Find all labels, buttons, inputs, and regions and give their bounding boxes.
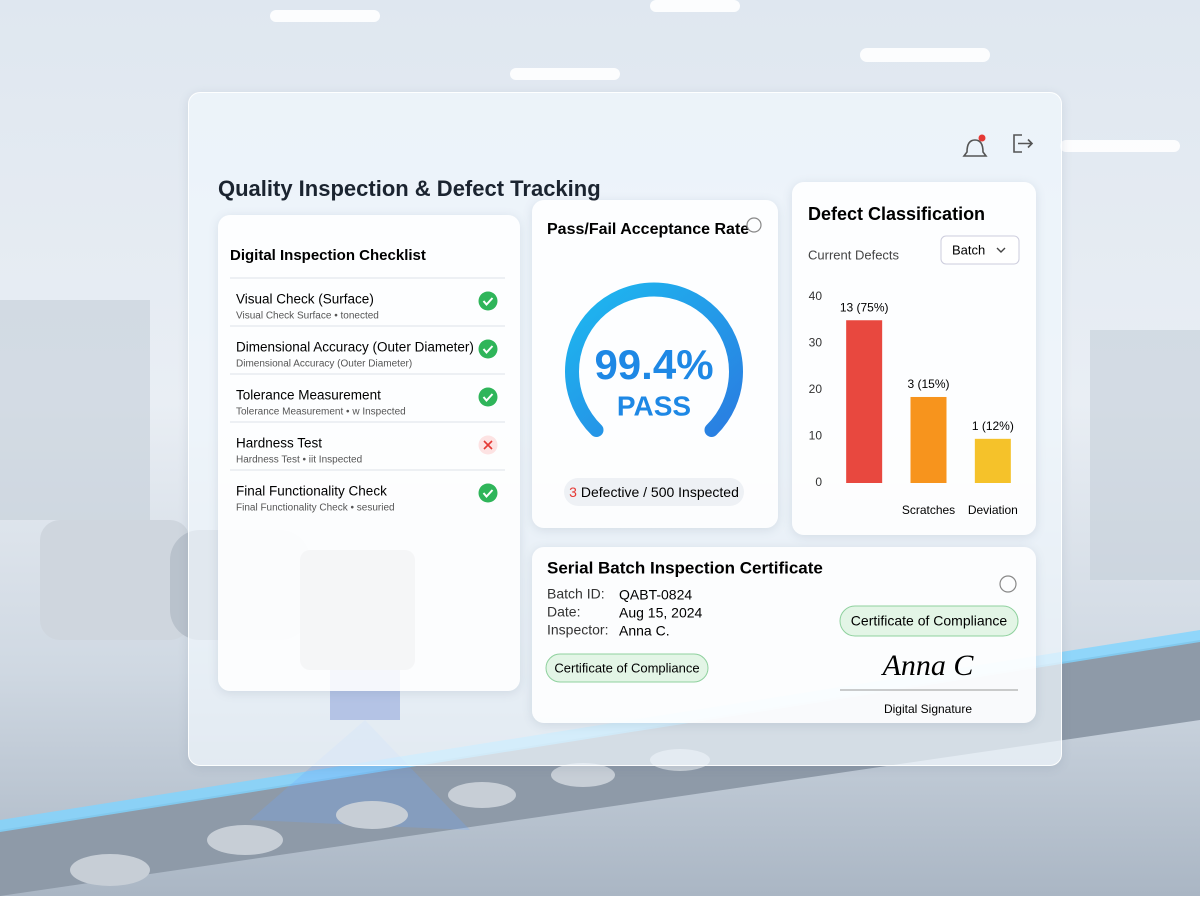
x-tick-label: Scratches [902, 503, 955, 517]
y-tick-label: 10 [809, 429, 823, 443]
chart-title: Defect Classification [808, 204, 985, 224]
bar [910, 396, 947, 483]
checklist-card [218, 215, 520, 691]
field-label: Inspector: [547, 622, 608, 638]
certificate-title: Serial Batch Inspection Certificate [547, 558, 823, 577]
info-icon[interactable] [999, 575, 1017, 593]
checklist-title: Digital Inspection Checklist [230, 247, 426, 264]
bar [974, 438, 1011, 483]
gauge-title: Pass/Fail Acceptance Rate [547, 221, 749, 238]
compliance-badge [545, 653, 709, 683]
dashboard-title: Quality Inspection & Defect Tracking [218, 176, 601, 201]
field-label: Batch ID: [547, 586, 605, 602]
dropdown-caret [996, 247, 1006, 253]
signature: Anna C [881, 649, 975, 682]
pass-check [482, 489, 494, 499]
y-tick-label: 30 [809, 336, 823, 350]
badge-text: Certificate of Compliance [554, 660, 699, 675]
field-value: Anna C. [619, 623, 670, 639]
pass-icon [478, 387, 498, 407]
y-tick-label: 0 [815, 475, 822, 489]
pass-icon [478, 339, 498, 359]
summary-pill [564, 478, 744, 506]
summary-text: Defective / 500 Inspected [581, 484, 739, 500]
check-label: Visual Check (Surface) [236, 292, 374, 307]
dropdown-label: Batch [952, 242, 985, 257]
pass-icon [478, 291, 498, 311]
y-tick-label: 40 [809, 289, 823, 303]
bell-icon[interactable] [962, 134, 988, 157]
signature-label: Digital Signature [884, 702, 972, 716]
gauge-summary: 3 Defective / 500 Inspected [569, 484, 739, 500]
check-label: Tolerance Measurement [236, 388, 381, 403]
logout-icon[interactable] [1013, 134, 1034, 153]
check-label: Final Functionality Check [236, 484, 387, 499]
gauge-status: PASS [617, 390, 691, 421]
fail-x [483, 440, 493, 450]
bar-annotation: 1 (12%) [972, 419, 1014, 433]
pass-check [482, 297, 494, 307]
bar [846, 320, 883, 483]
check-sub: Visual Check Surface • tonected [236, 311, 379, 322]
bar-annotation: 13 (75%) [840, 300, 889, 314]
pass-check [482, 393, 494, 403]
pass-check [482, 345, 494, 355]
y-tick-label: 20 [809, 382, 823, 396]
pass-icon [478, 483, 498, 503]
check-label: Hardness Test [236, 436, 322, 451]
check-sub: Hardness Test • iit Inspected [236, 455, 362, 466]
info-icon[interactable] [746, 217, 762, 233]
check-sub: Tolerance Measurement • w Inspected [236, 407, 406, 418]
bar-annotation: 3 (15%) [907, 377, 949, 391]
check-sub: Dimensional Accuracy (Outer Diameter) [236, 359, 412, 370]
field-value: Aug 15, 2024 [619, 605, 703, 621]
compliance-badge [839, 605, 1019, 637]
check-label: Dimensional Accuracy (Outer Diameter) [236, 340, 474, 355]
badge-text: Certificate of Compliance [851, 613, 1008, 629]
defective-count: 3 [569, 484, 577, 500]
gauge-arc [565, 282, 743, 437]
x-tick-label: Deviation [968, 503, 1018, 517]
chart-subtitle: Current Defects [808, 247, 900, 262]
check-sub: Final Functionality Check • sesuried [236, 503, 395, 514]
gauge-value: 99.4% [594, 341, 713, 388]
field-value: QABT-0824 [619, 587, 692, 603]
batch-dropdown[interactable] [940, 235, 1020, 265]
field-label: Date: [547, 604, 580, 620]
